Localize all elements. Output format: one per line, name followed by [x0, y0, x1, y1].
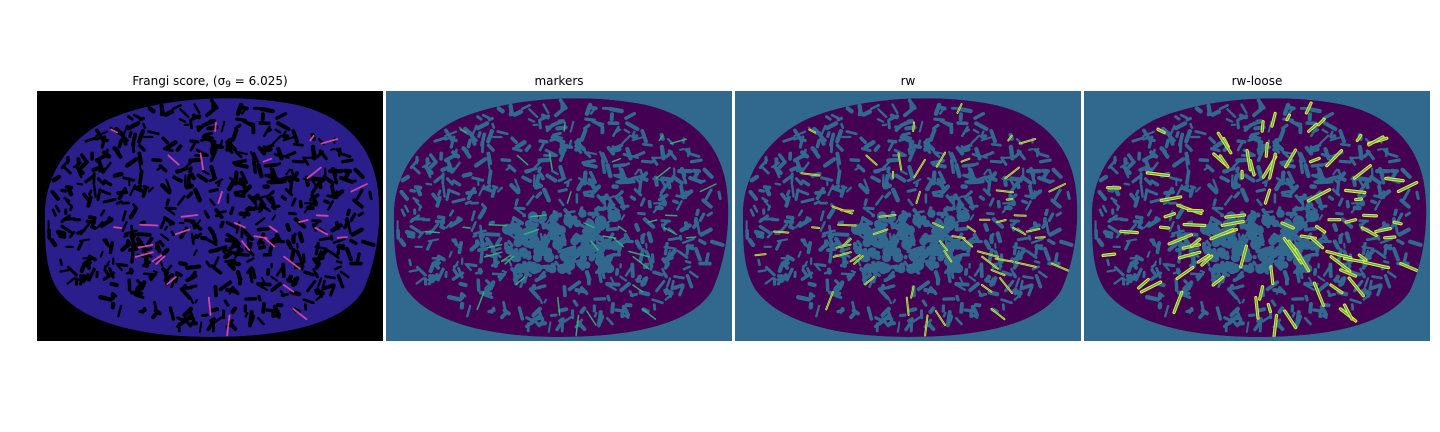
rw-panel: rw	[735, 71, 1081, 341]
rw-loose-title: rw-loose	[1231, 74, 1283, 88]
rw-loose-image	[1084, 91, 1430, 341]
markers-image	[386, 91, 732, 341]
markers-panel: markers	[386, 71, 732, 341]
frangi-title: Frangi score, (σ9 = 6.025)	[132, 74, 288, 90]
rw-title: rw	[900, 74, 916, 88]
markers-title: markers	[534, 74, 584, 88]
rw-loose-panel: rw-loose	[1084, 71, 1430, 341]
frangi-image	[37, 91, 383, 341]
rw-image	[735, 91, 1081, 341]
frangi-panel: Frangi score, (σ9 = 6.025)	[37, 71, 383, 341]
